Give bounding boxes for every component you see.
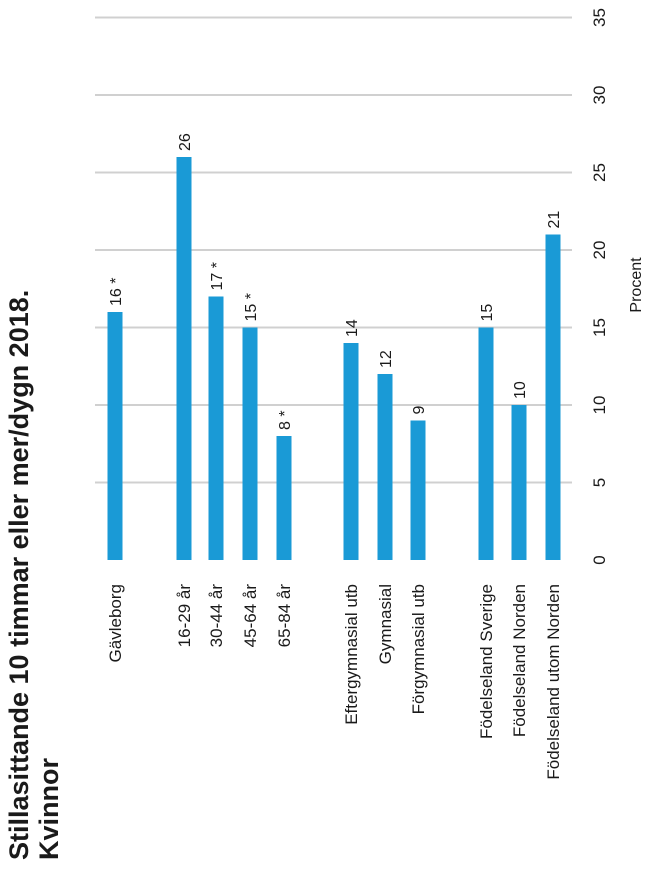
tick-label: 0 (590, 555, 609, 564)
category-label: 16-29 år (175, 584, 194, 648)
bar (511, 405, 527, 560)
bar (377, 374, 393, 560)
bar (276, 436, 292, 560)
bar (107, 312, 123, 560)
category-label: Gävleborg (106, 584, 125, 662)
category-label: 30-44 år (207, 584, 226, 648)
gridlines (95, 16, 572, 484)
bars (107, 157, 561, 560)
data-label: 21 (546, 211, 563, 229)
category-label: Födelseland Norden (510, 584, 529, 737)
data-label: 17 * (209, 262, 226, 290)
category-label: Eftergymnasial utb (342, 584, 361, 725)
bar (176, 157, 192, 560)
chart-title-line-1: Stillasittande 10 timmar eller mer/dygn … (4, 290, 34, 860)
data-label: 10 (512, 381, 529, 399)
category-label: 65-84 år (275, 584, 294, 648)
category-label: 45-64 år (241, 584, 260, 648)
bar (208, 296, 224, 560)
category-label: Födelseland utom Norden (544, 584, 563, 780)
tick-label: 25 (590, 163, 609, 182)
data-label: 12 (378, 350, 395, 368)
data-label: 14 (344, 319, 361, 337)
chart-title-line-2: Kvinnor (34, 758, 64, 860)
tick-label: 10 (590, 396, 609, 415)
category-label: Födelseland Sverige (477, 584, 496, 739)
tick-label: 30 (590, 86, 609, 105)
bar (478, 327, 494, 560)
data-label: 15 * (243, 293, 260, 321)
tick-label: 5 (590, 478, 609, 487)
tick-label: 15 (590, 318, 609, 337)
tick-label: 35 (590, 8, 609, 27)
chart-title: Stillasittande 10 timmar eller mer/dygn … (4, 282, 64, 860)
bar (242, 327, 258, 560)
category-label: Förgymnasial utb (409, 584, 428, 714)
data-label: 26 (177, 133, 194, 151)
data-label: 16 * (108, 278, 125, 306)
bar (343, 343, 359, 560)
data-label: 8 * (277, 410, 294, 430)
value-axis-title: Procent (628, 257, 645, 313)
data-label: 15 (479, 304, 496, 322)
value-tick-labels: 0 5 10 15 20 25 30 35 (590, 8, 609, 565)
tick-label: 20 (590, 241, 609, 260)
bar (410, 420, 426, 560)
data-label: 9 (411, 406, 428, 415)
category-labels: Gävleborg 16-29 år 30-44 år 45-64 år 65-84 å… (106, 584, 563, 780)
data-labels: 16 * 26 17 * 15 * 8 * 14 12 9 15 10 21 (108, 133, 563, 430)
category-label: Gymnasial (376, 584, 395, 664)
bar (545, 234, 561, 560)
